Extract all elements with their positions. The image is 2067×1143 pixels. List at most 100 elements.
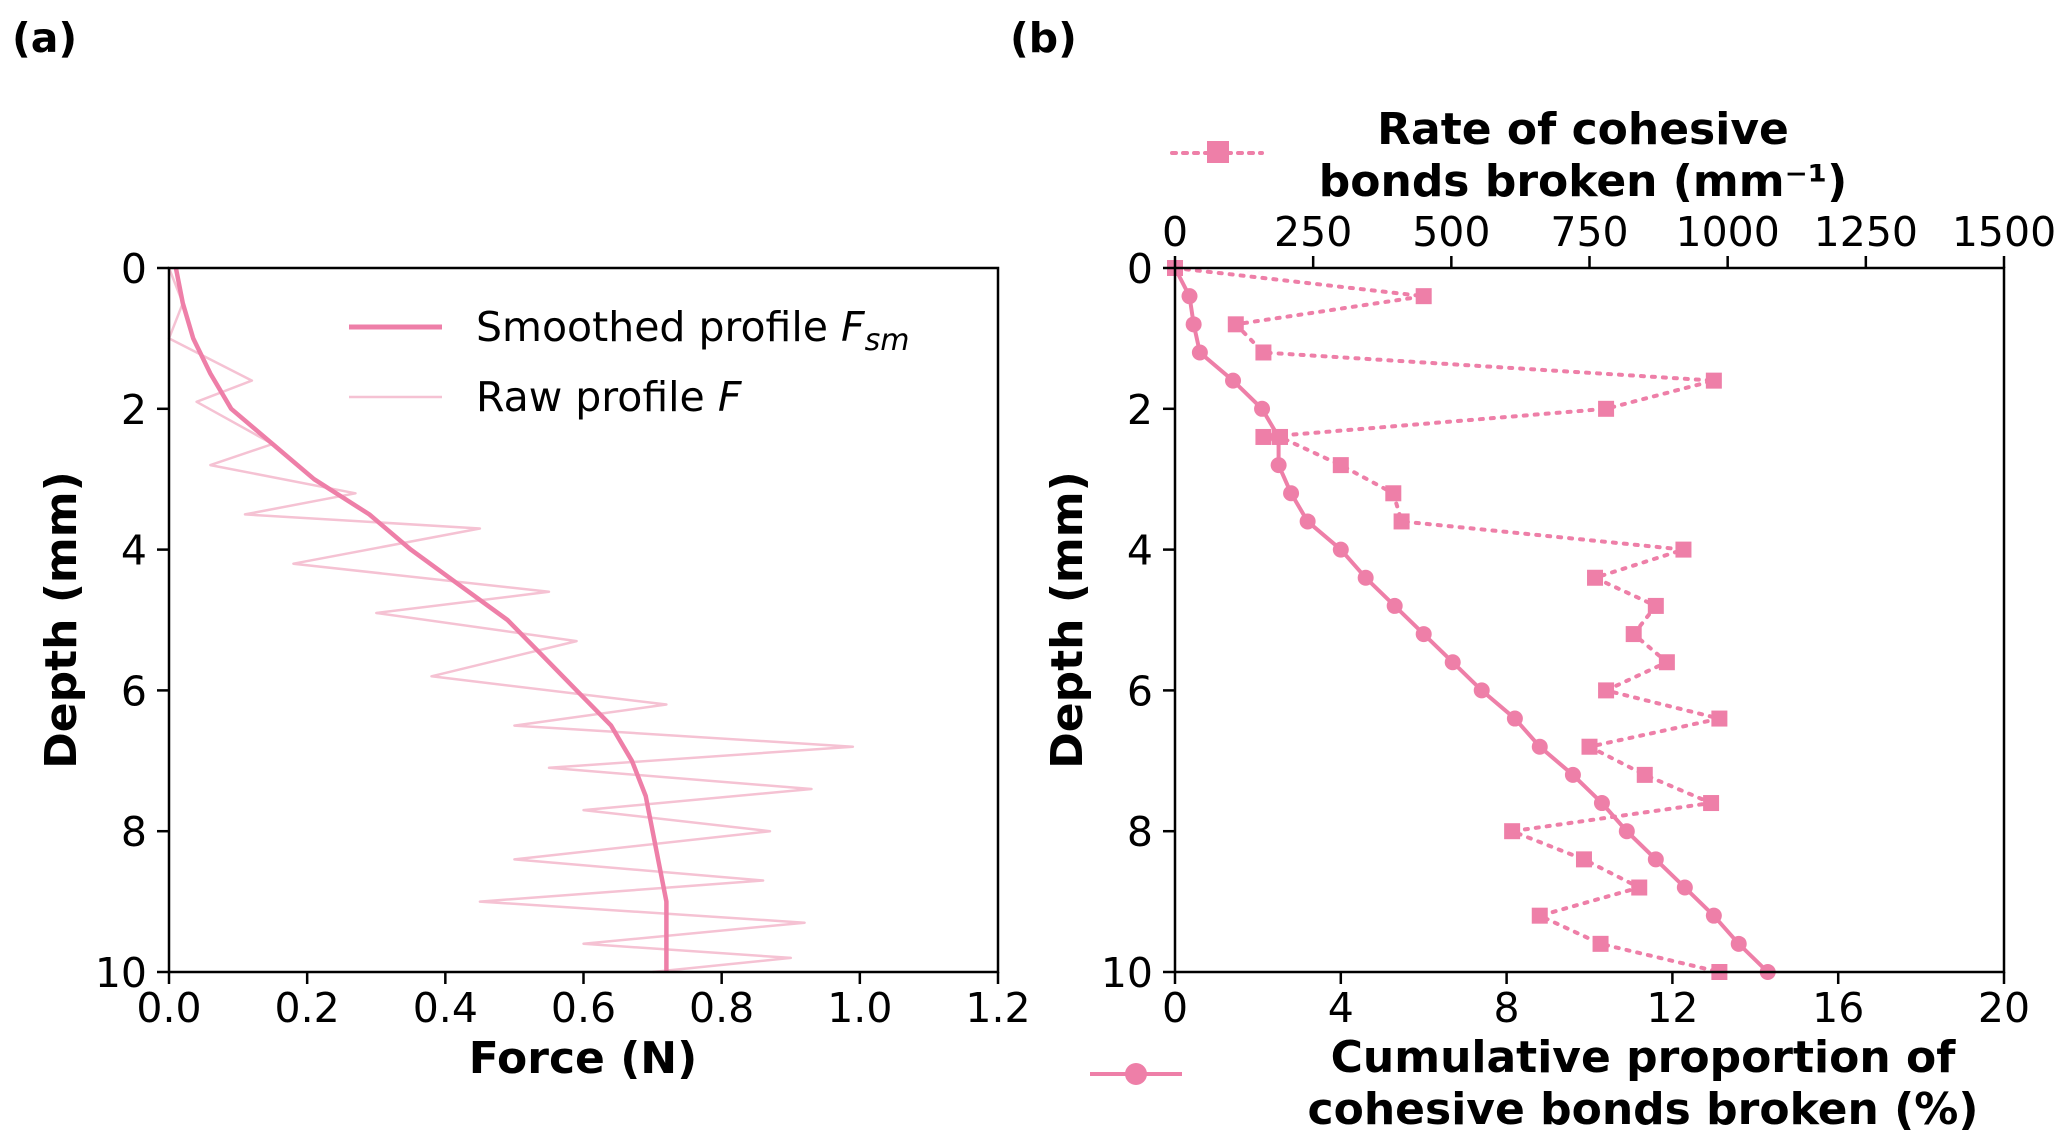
cumulative-point bbox=[1564, 766, 1581, 783]
rate-point bbox=[1598, 682, 1615, 699]
a-ytick-label: 6 bbox=[121, 667, 147, 715]
rate-point bbox=[1227, 316, 1244, 333]
rate-point bbox=[1711, 710, 1728, 727]
cumulative-point bbox=[1270, 428, 1287, 445]
panel-a: 0.0 0.2 0.4 0.6 0.8 1.0 1.2 0 2 4 6 8 10 Force (N) D… bbox=[36, 245, 1031, 1084]
y-axis-label-b: Depth (mm) bbox=[1042, 471, 1093, 768]
rate-point bbox=[1575, 851, 1592, 868]
b-top-xtick-label: 250 bbox=[1274, 208, 1352, 256]
rate-point bbox=[1531, 907, 1548, 924]
a-xtick-label: 0.6 bbox=[551, 984, 616, 1032]
panel-label-a: (a) bbox=[12, 14, 77, 62]
rate-point bbox=[1705, 372, 1722, 389]
b-bottom-xtick-label: 20 bbox=[1978, 984, 2030, 1032]
b-ytick-label: 0 bbox=[1127, 245, 1153, 293]
a-xtick-label: 1.2 bbox=[965, 984, 1030, 1032]
cumulative-point bbox=[1299, 513, 1316, 530]
cumulative-point bbox=[1283, 485, 1300, 502]
cumulative-point bbox=[1332, 541, 1349, 558]
b-ytick-label: 4 bbox=[1127, 527, 1153, 575]
legend-a: Smoothed profile Fsm Raw profile F bbox=[349, 303, 909, 421]
rate-point bbox=[1703, 795, 1720, 812]
rate-point bbox=[1504, 823, 1521, 840]
cumulative-point bbox=[1647, 851, 1664, 868]
cumulative-point bbox=[1444, 654, 1461, 671]
legend-raw-text: Raw profile F bbox=[476, 373, 743, 421]
cumulative-point bbox=[1181, 288, 1198, 305]
cumulative-point bbox=[1705, 907, 1722, 924]
rate-point bbox=[1592, 935, 1609, 952]
rate-point bbox=[1581, 738, 1598, 755]
rate-point bbox=[1658, 654, 1675, 671]
rate-point bbox=[1393, 513, 1410, 530]
b-bottom-xtick-label: 0 bbox=[1162, 984, 1188, 1032]
cumulative-point bbox=[1506, 710, 1523, 727]
rate-point bbox=[1415, 288, 1432, 305]
a-xtick-label: 0.0 bbox=[136, 984, 201, 1032]
legend-cumulative-marker bbox=[1090, 1063, 1182, 1085]
cumulative-point bbox=[1618, 823, 1635, 840]
rate-point bbox=[1255, 344, 1272, 361]
rate-point bbox=[1332, 457, 1349, 474]
rate-point bbox=[1636, 766, 1653, 783]
cumulative-point bbox=[1730, 935, 1747, 952]
legend-smoothed-text: Smoothed profile Fsm bbox=[476, 303, 909, 358]
rate-point bbox=[1675, 541, 1692, 558]
b-top-xtick-label: 750 bbox=[1550, 208, 1628, 256]
a-ytick-label: 2 bbox=[121, 386, 147, 434]
cumulative-point bbox=[1676, 879, 1693, 896]
a-ytick-label: 0 bbox=[121, 245, 147, 293]
b-ytick-label: 6 bbox=[1127, 667, 1153, 715]
a-ytick-label: 4 bbox=[121, 527, 147, 575]
top-axis-label-line1: Rate of cohesive bbox=[1377, 104, 1789, 155]
b-ytick-label: 2 bbox=[1127, 386, 1153, 434]
rate-point bbox=[1385, 485, 1402, 502]
cumulative-point bbox=[1593, 795, 1610, 812]
cumulative-point bbox=[1185, 316, 1202, 333]
b-top-xtick-label: 1000 bbox=[1675, 208, 1779, 256]
b-top-xtick-label: 500 bbox=[1412, 208, 1490, 256]
legend-rate-marker bbox=[1170, 141, 1264, 163]
cumulative-line bbox=[1173, 267, 1770, 974]
rate-point bbox=[1647, 597, 1664, 614]
b-ytick-label: 10 bbox=[1101, 949, 1153, 997]
cumulative-point bbox=[1357, 569, 1374, 586]
bottom-axis-label-line2: cohesive bonds broken (%) bbox=[1308, 1084, 1979, 1135]
a-xtick-label: 0.2 bbox=[275, 984, 340, 1032]
b-top-xtick-label: 1500 bbox=[1952, 208, 2056, 256]
cumulative-point bbox=[1270, 457, 1287, 474]
x-axis-label-a: Force (N) bbox=[469, 1033, 698, 1084]
cumulative-point bbox=[1191, 344, 1208, 361]
smoothed-profile-line bbox=[173, 267, 669, 972]
cumulative-point bbox=[1415, 626, 1432, 643]
top-axis-label-line2: bonds broken (mm⁻¹) bbox=[1319, 156, 1847, 207]
a-xtick-label: 0.4 bbox=[413, 984, 478, 1032]
raw-profile-line bbox=[167, 267, 855, 974]
rate-point bbox=[1255, 428, 1272, 445]
a-ytick-label: 10 bbox=[95, 949, 147, 997]
y-axis-label-a: Depth (mm) bbox=[36, 471, 87, 768]
rate-line bbox=[1173, 266, 1722, 974]
b-top-xtick-label: 0 bbox=[1162, 208, 1188, 256]
cumulative-point bbox=[1254, 400, 1271, 417]
b-ytick-label: 8 bbox=[1127, 808, 1153, 856]
rate-point bbox=[1587, 569, 1604, 586]
bottom-axis-label-line1: Cumulative proportion of bbox=[1331, 1032, 1957, 1083]
b-bottom-xtick-label: 8 bbox=[1494, 984, 1520, 1032]
panel-label-b: (b) bbox=[1010, 14, 1077, 62]
a-xtick-label: 0.8 bbox=[689, 984, 754, 1032]
a-ytick-label: 8 bbox=[121, 808, 147, 856]
rate-point bbox=[1625, 626, 1642, 643]
rate-point bbox=[1598, 400, 1615, 417]
b-bottom-xtick-label: 12 bbox=[1646, 984, 1698, 1032]
cumulative-point bbox=[1386, 597, 1403, 614]
panel-b: 0 4 8 12 16 20 0 250 500 750 1000 1250 1500 0 2 4 6 8 10 D… bbox=[1042, 104, 2056, 1135]
b-bottom-xtick-label: 16 bbox=[1812, 984, 1864, 1032]
b-bottom-xtick-label: 4 bbox=[1328, 984, 1354, 1032]
cumulative-point bbox=[1473, 682, 1490, 699]
a-xtick-label: 1.0 bbox=[827, 984, 892, 1032]
cumulative-point bbox=[1225, 372, 1242, 389]
cumulative-point bbox=[1531, 738, 1548, 755]
b-top-xtick-label: 1250 bbox=[1814, 208, 1918, 256]
